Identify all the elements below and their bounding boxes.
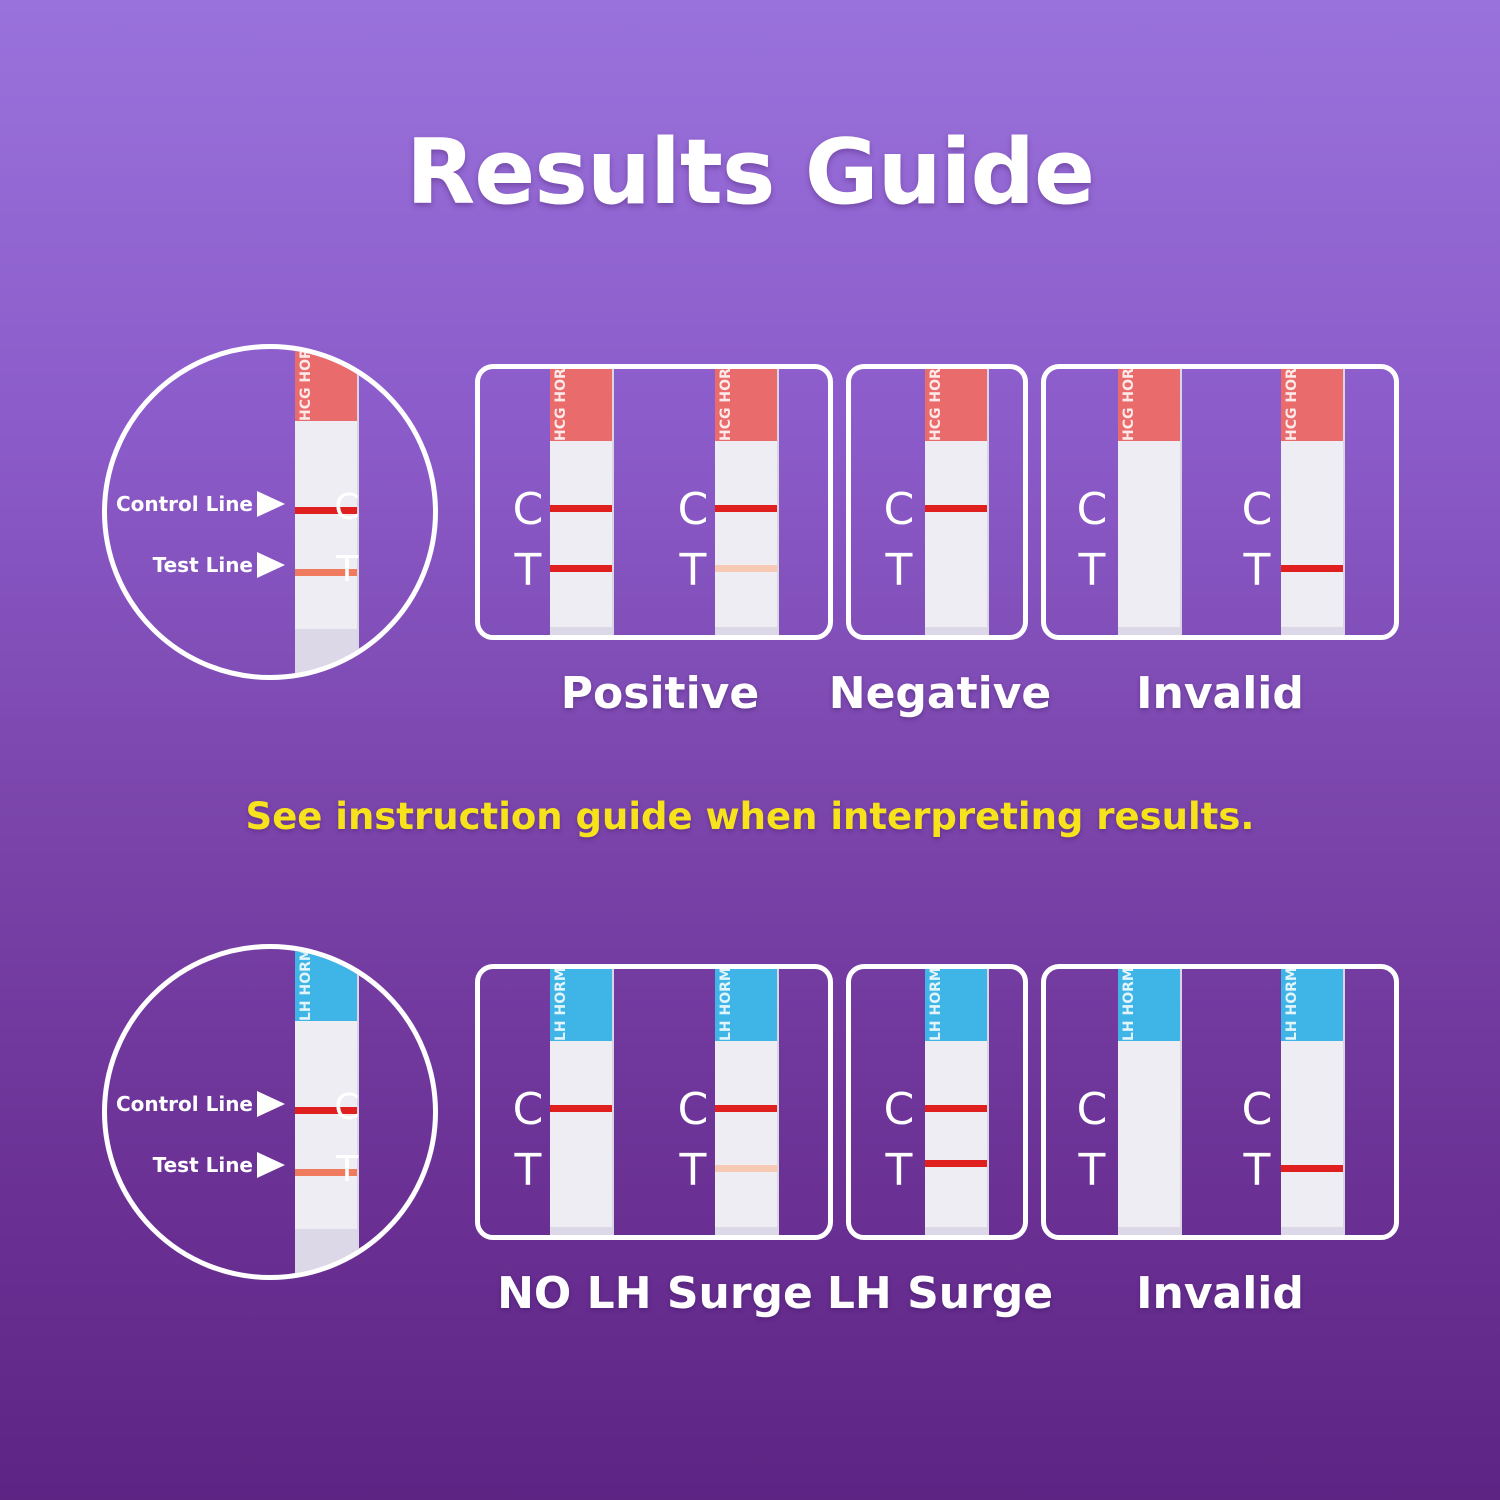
- control-line-mark: [295, 1107, 357, 1114]
- arrow-right-icon: [257, 491, 285, 517]
- control-line-mark: [925, 1105, 987, 1112]
- lh-legend-strip: LH HORMONElife: [295, 949, 357, 1275]
- control-line-mark: [925, 505, 987, 512]
- control-line-mark: [550, 505, 612, 512]
- control-line-mark: [295, 507, 357, 514]
- control-line-mark: [715, 505, 777, 512]
- test-strip: HCG HORMONElife: [715, 369, 777, 635]
- control-line-mark: [550, 1105, 612, 1112]
- test-line-mark: [295, 569, 357, 576]
- hcg-legend-strip: HCG HORMONElife: [295, 349, 357, 675]
- test-strip: LH HORMONElife: [715, 969, 777, 1235]
- control-line-mark: [715, 1105, 777, 1112]
- arrow-right-icon: [257, 1152, 285, 1178]
- instruction-note: See instruction guide when interpreting …: [245, 795, 1255, 838]
- test-line-mark: [550, 565, 612, 572]
- test-line-label: Test Line: [153, 552, 285, 578]
- result-label-no-lh-surge: NO LH Surge: [497, 1268, 813, 1319]
- no-lh-surge-result-box: C T LH HORMONElife C T LH HORMONElife: [475, 964, 833, 1240]
- test-line-mark: [715, 565, 777, 572]
- test-strip: LH HORMONElife: [925, 969, 987, 1235]
- result-label-negative: Negative: [828, 668, 1052, 719]
- result-label-positive: Positive: [560, 668, 760, 719]
- result-label-invalid: Invalid: [1136, 668, 1304, 719]
- t-letter: T: [336, 1149, 358, 1190]
- arrow-right-icon: [257, 1091, 285, 1117]
- test-line-label: Test Line: [153, 1152, 285, 1178]
- page-title: Results Guide: [405, 120, 1095, 225]
- test-strip: HCG HORMONElife: [550, 369, 612, 635]
- lh-surge-result-box: C T LH HORMONElife: [846, 964, 1028, 1240]
- control-line-label: Control Line: [116, 491, 285, 517]
- control-line-label: Control Line: [116, 1091, 285, 1117]
- result-label-invalid: Invalid: [1136, 1268, 1304, 1319]
- lh-results-row: LH HORMONElife C T Control Line Test Lin…: [0, 940, 1500, 1360]
- test-strip: HCG HORMONElife: [1118, 369, 1180, 635]
- arrow-right-icon: [257, 552, 285, 578]
- test-line-mark: [1281, 1165, 1343, 1172]
- c-letter: C: [334, 1087, 360, 1128]
- test-strip: HCG HORMONElife: [1281, 369, 1343, 635]
- c-letter: C: [334, 487, 360, 528]
- hcg-results-row: HCG HORMONElife C T Control Line Test Li…: [0, 340, 1500, 760]
- t-letter: T: [336, 549, 358, 590]
- invalid-result-box: C T HCG HORMONElife C T HCG HORMONElife: [1041, 364, 1399, 640]
- negative-result-box: C T HCG HORMONElife: [846, 364, 1028, 640]
- test-line-mark: [1281, 565, 1343, 572]
- test-strip: HCG HORMONElife: [925, 369, 987, 635]
- hcg-legend-circle: HCG HORMONElife C T: [102, 344, 438, 680]
- positive-result-box: C T HCG HORMONElife C T HCG HORMONElife: [475, 364, 833, 640]
- invalid-result-box: C T LH HORMONElife C T LH HORMONElife: [1041, 964, 1399, 1240]
- test-line-mark: [295, 1169, 357, 1176]
- test-strip: LH HORMONElife: [550, 969, 612, 1235]
- test-strip: LH HORMONElife: [1281, 969, 1343, 1235]
- result-label-lh-surge: LH Surge: [826, 1268, 1054, 1319]
- lh-legend-circle: LH HORMONElife C T: [102, 944, 438, 1280]
- test-line-mark: [715, 1165, 777, 1172]
- test-line-mark: [925, 1160, 987, 1167]
- test-strip: LH HORMONElife: [1118, 969, 1180, 1235]
